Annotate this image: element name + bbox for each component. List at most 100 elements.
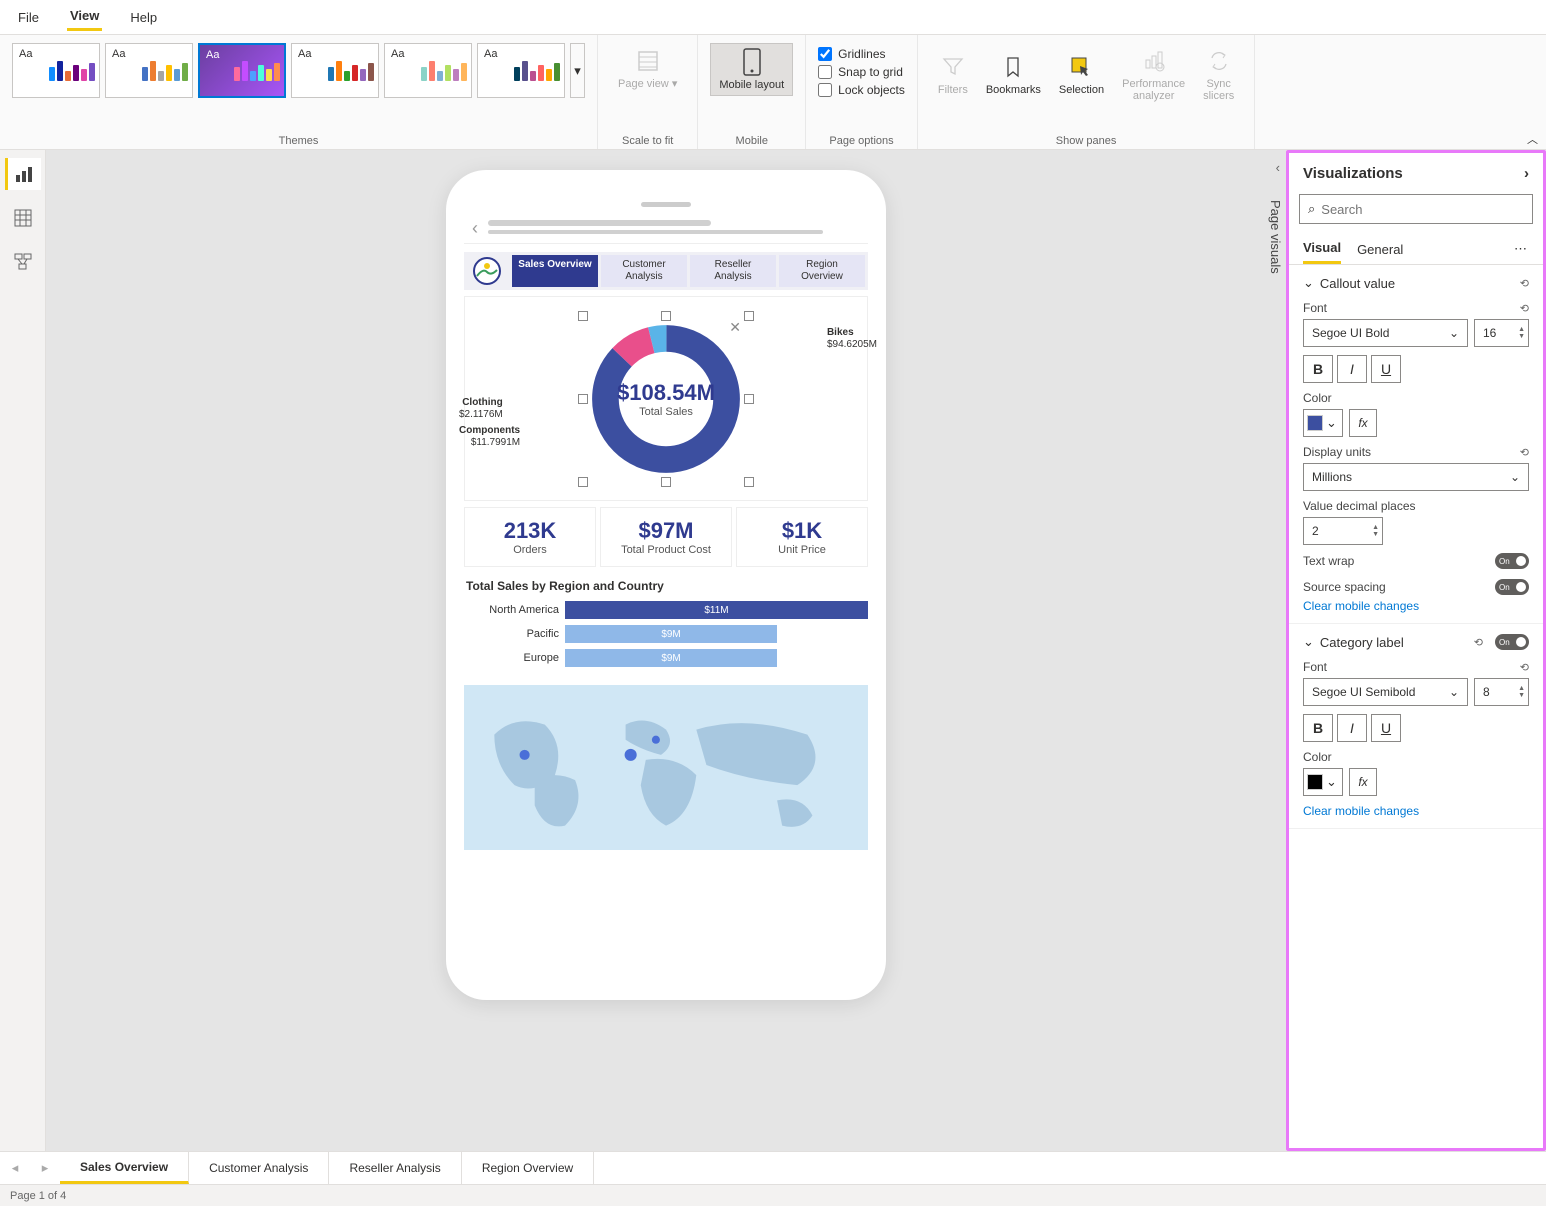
tab-general[interactable]: General [1357, 236, 1403, 263]
group-label-mobile: Mobile [736, 135, 768, 147]
bar-fill: $9M [565, 625, 777, 643]
canvas-collapse-icon[interactable]: ‹ [1276, 160, 1280, 175]
filters-button[interactable]: Filters [930, 43, 976, 106]
logo-icon [464, 255, 509, 287]
page-view-button[interactable]: Page view ▾ [610, 43, 685, 94]
menu-view[interactable]: View [67, 3, 102, 31]
reset-icon[interactable]: ⟲ [1520, 277, 1529, 290]
color-picker[interactable]: ⌄ [1303, 409, 1343, 437]
tab-customer[interactable]: Customer Analysis [601, 255, 687, 287]
selection-button[interactable]: Selection [1051, 43, 1112, 106]
fx-button[interactable]: fx [1349, 409, 1377, 437]
chevron-down-icon: ⌄ [1326, 415, 1337, 431]
search-box[interactable]: ⌕ [1299, 194, 1533, 224]
kpi-card-0[interactable]: 213KOrders [464, 507, 596, 567]
group-label-themes: Themes [279, 135, 319, 147]
page-prev-icon[interactable]: ◂ [0, 1152, 30, 1184]
annot-bikes: Bikes$94.6205M [827, 327, 877, 351]
menu-file[interactable]: File [15, 5, 42, 30]
decimal-spinner[interactable]: 2▲▼ [1303, 517, 1383, 545]
page-tab-1[interactable]: Customer Analysis [189, 1152, 329, 1184]
chevron-down-icon: ⌄ [1449, 326, 1459, 340]
reset-icon[interactable]: ⟲ [1520, 302, 1529, 315]
bold-button[interactable]: B [1303, 355, 1333, 383]
donut-label: Total Sales [617, 406, 715, 418]
more-icon[interactable]: ⋯ [1514, 241, 1529, 257]
pane-expand-icon[interactable]: › [1524, 165, 1529, 182]
cat-clear-mobile-link[interactable]: Clear mobile changes [1303, 804, 1529, 818]
chevron-down-icon: ⌄ [1303, 634, 1314, 650]
phone-notch [641, 202, 691, 207]
search-input[interactable] [1321, 202, 1524, 217]
back-icon[interactable]: ‹ [472, 218, 478, 239]
menu-help[interactable]: Help [127, 5, 160, 30]
cat-bold-button[interactable]: B [1303, 714, 1333, 742]
themes-more-icon[interactable]: ▾ [570, 43, 585, 98]
chevron-down-icon: ⌄ [1449, 685, 1459, 699]
selection-icon [1067, 53, 1095, 81]
display-units-dropdown[interactable]: Millions⌄ [1303, 463, 1529, 491]
source-spacing-toggle[interactable]: On [1495, 579, 1529, 595]
section-callout[interactable]: ⌄ Callout value ⟲ [1303, 275, 1529, 291]
page-next-icon[interactable]: ▸ [30, 1152, 60, 1184]
font-size-spinner[interactable]: 16▲▼ [1474, 319, 1529, 347]
annot-components: Components$11.7991M [459, 425, 520, 449]
tab-region[interactable]: Region Overview [779, 255, 865, 287]
page-tab-3[interactable]: Region Overview [462, 1152, 594, 1184]
ribbon-collapse[interactable]: ︿ [1527, 131, 1538, 147]
tab-visual[interactable]: Visual [1303, 234, 1341, 264]
underline-button[interactable]: U [1371, 355, 1401, 383]
report-view-icon[interactable] [5, 158, 41, 190]
theme-thumb-3[interactable]: Aa [291, 43, 379, 98]
lock-checkbox[interactable]: Lock objects [818, 83, 905, 97]
section-category[interactable]: ⌄ Category label ⟲ On [1303, 634, 1529, 650]
snap-checkbox[interactable]: Snap to grid [818, 65, 905, 79]
reset-icon[interactable]: ⟲ [1520, 661, 1529, 674]
reset-icon[interactable]: ⟲ [1520, 446, 1529, 459]
gridlines-checkbox[interactable]: Gridlines [818, 47, 905, 61]
bar-label: Pacific [464, 628, 559, 640]
pane-title: Visualizations [1303, 165, 1403, 182]
cat-italic-button[interactable]: I [1337, 714, 1367, 742]
theme-thumb-5[interactable]: Aa [477, 43, 565, 98]
page-visuals-tab[interactable]: Page visuals [1265, 190, 1286, 284]
page-tab-2[interactable]: Reseller Analysis [329, 1152, 461, 1184]
theme-thumb-1[interactable]: Aa [105, 43, 193, 98]
cat-font-dropdown[interactable]: Segoe UI Semibold⌄ [1303, 678, 1468, 706]
phone-header: ‹ [464, 214, 868, 244]
bar-chart[interactable]: Total Sales by Region and Country North … [464, 573, 868, 679]
theme-thumb-0[interactable]: Aa [12, 43, 100, 98]
text-wrap-toggle[interactable]: On [1495, 553, 1529, 569]
perf-button[interactable]: Performance analyzer [1114, 43, 1193, 106]
donut-visual[interactable]: $108.54M Total Sales ✕ Bikes$94.6205M Cl… [464, 296, 868, 501]
model-view-icon[interactable] [5, 246, 41, 278]
map-visual[interactable] [464, 685, 868, 850]
page-tab-0[interactable]: Sales Overview [60, 1152, 189, 1184]
kpi-card-2[interactable]: $1KUnit Price [736, 507, 868, 567]
category-toggle[interactable]: On [1495, 634, 1529, 650]
annot-clothing: Clothing$2.1176M [459, 397, 503, 421]
reset-icon[interactable]: ⟲ [1474, 636, 1483, 649]
kpi-label: Total Product Cost [605, 544, 727, 556]
cat-underline-button[interactable]: U [1371, 714, 1401, 742]
cat-fx-button[interactable]: fx [1349, 768, 1377, 796]
group-label-pageopts: Page options [829, 135, 893, 147]
page-view-icon [634, 47, 662, 75]
tab-reseller[interactable]: Reseller Analysis [690, 255, 776, 287]
theme-thumb-4[interactable]: Aa [384, 43, 472, 98]
mobile-layout-button[interactable]: Mobile layout [710, 43, 793, 96]
font-dropdown[interactable]: Segoe UI Bold⌄ [1303, 319, 1468, 347]
bar-row-1: Pacific $9M [464, 625, 868, 643]
kpi-card-1[interactable]: $97MTotal Product Cost [600, 507, 732, 567]
italic-button[interactable]: I [1337, 355, 1367, 383]
kpi-value: $97M [605, 518, 727, 544]
cat-font-size-spinner[interactable]: 8▲▼ [1474, 678, 1529, 706]
bookmarks-button[interactable]: Bookmarks [978, 43, 1049, 106]
sync-button[interactable]: Sync slicers [1195, 43, 1242, 106]
cat-color-picker[interactable]: ⌄ [1303, 768, 1343, 796]
clear-mobile-link[interactable]: Clear mobile changes [1303, 599, 1529, 613]
tab-sales-overview[interactable]: Sales Overview [512, 255, 598, 287]
data-view-icon[interactable] [5, 202, 41, 234]
world-map-icon [464, 685, 868, 850]
theme-thumb-2[interactable]: Aa [198, 43, 286, 98]
